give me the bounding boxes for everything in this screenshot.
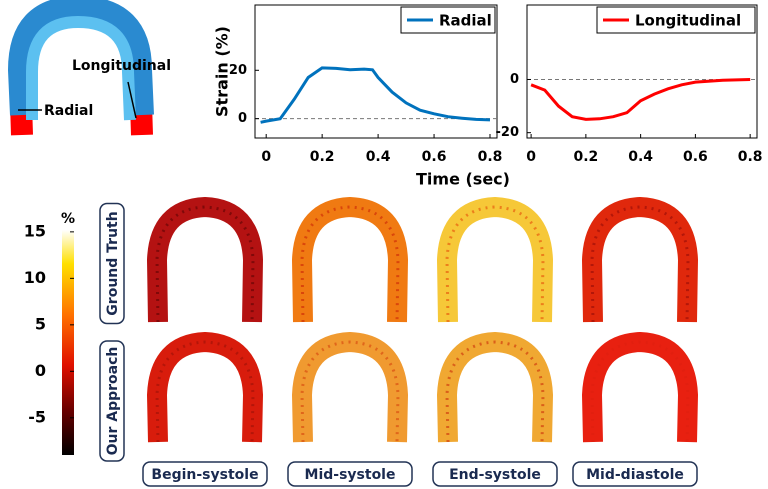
diagram-label: Radial: [44, 103, 93, 119]
x-tick-label: 0.4: [628, 149, 653, 165]
line-series: [260, 66, 491, 124]
column-label-box: [432, 461, 558, 487]
x-tick-label: 0.8: [478, 149, 503, 165]
y-tick-label: 0: [510, 72, 519, 87]
heatmap-texture: [300, 340, 400, 443]
y-tick-label: 0: [238, 111, 247, 126]
x-tick-label: 0.2: [573, 149, 598, 165]
row-label: Our Approach: [105, 347, 121, 456]
legend-label: Radial: [439, 12, 492, 30]
heatmap-grid: [146, 196, 699, 443]
diagram-label: Longitudinal: [72, 58, 171, 74]
row-label-box: [99, 202, 125, 325]
x-tick-label: 0: [261, 149, 271, 165]
colorbar-tick-label: 0: [35, 361, 46, 380]
legend-label: Longitudinal: [635, 12, 741, 30]
legend-box: [596, 6, 756, 34]
colorbar-tick-label: -5: [28, 407, 46, 426]
heatmap-arch: [436, 196, 554, 323]
colorbar-tick-label: 15: [24, 221, 46, 240]
column-label: End-systole: [449, 467, 541, 483]
column-label: Mid-systole: [305, 467, 396, 483]
x-tick-label: 0.2: [310, 149, 335, 165]
colorbar-tick-label: 10: [24, 268, 46, 287]
x-tick-label: 0.4: [366, 149, 391, 165]
y-tick-label: -20: [496, 125, 520, 140]
row-label: Ground Truth: [105, 211, 121, 315]
x-tick-label: 0: [526, 149, 536, 165]
heatmap-arch: [436, 331, 554, 443]
colorbar-title: %: [61, 211, 75, 227]
column-label-box: [142, 461, 268, 487]
heatmap-texture: [445, 340, 545, 443]
colorbar-tick-label: 5: [35, 314, 46, 333]
column-label: Mid-diastole: [586, 467, 684, 483]
y-axis-label: Strain (%): [213, 26, 232, 117]
column-label-box: [287, 461, 413, 487]
heatmap-arch: [581, 331, 699, 443]
column-label: Begin-systole: [151, 467, 258, 483]
heatmap-arch: [581, 196, 699, 323]
x-axis-label: Time (sec): [416, 170, 510, 189]
heatmap-arch: [291, 196, 409, 323]
heatmap-texture: [155, 340, 255, 443]
y-tick-label: 20: [229, 63, 247, 78]
x-tick-label: 0.8: [738, 149, 763, 165]
column-label-box: [572, 461, 698, 487]
x-tick-label: 0.6: [422, 149, 447, 165]
line-series: [530, 78, 751, 121]
heatmap-arch: [291, 331, 409, 443]
heatmap-texture: [590, 340, 690, 443]
row-label-box: [99, 340, 125, 462]
heatmap-arch: [146, 196, 264, 323]
colorbar: [62, 230, 74, 455]
heatmap-arch: [146, 331, 264, 443]
x-tick-label: 0.6: [683, 149, 708, 165]
anatomy-diagram: Longitudinal Radial: [7, 0, 171, 136]
